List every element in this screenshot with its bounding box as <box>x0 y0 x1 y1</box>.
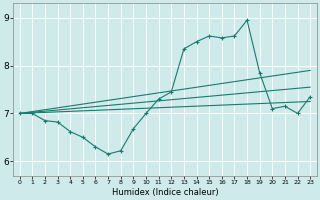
X-axis label: Humidex (Indice chaleur): Humidex (Indice chaleur) <box>112 188 218 197</box>
